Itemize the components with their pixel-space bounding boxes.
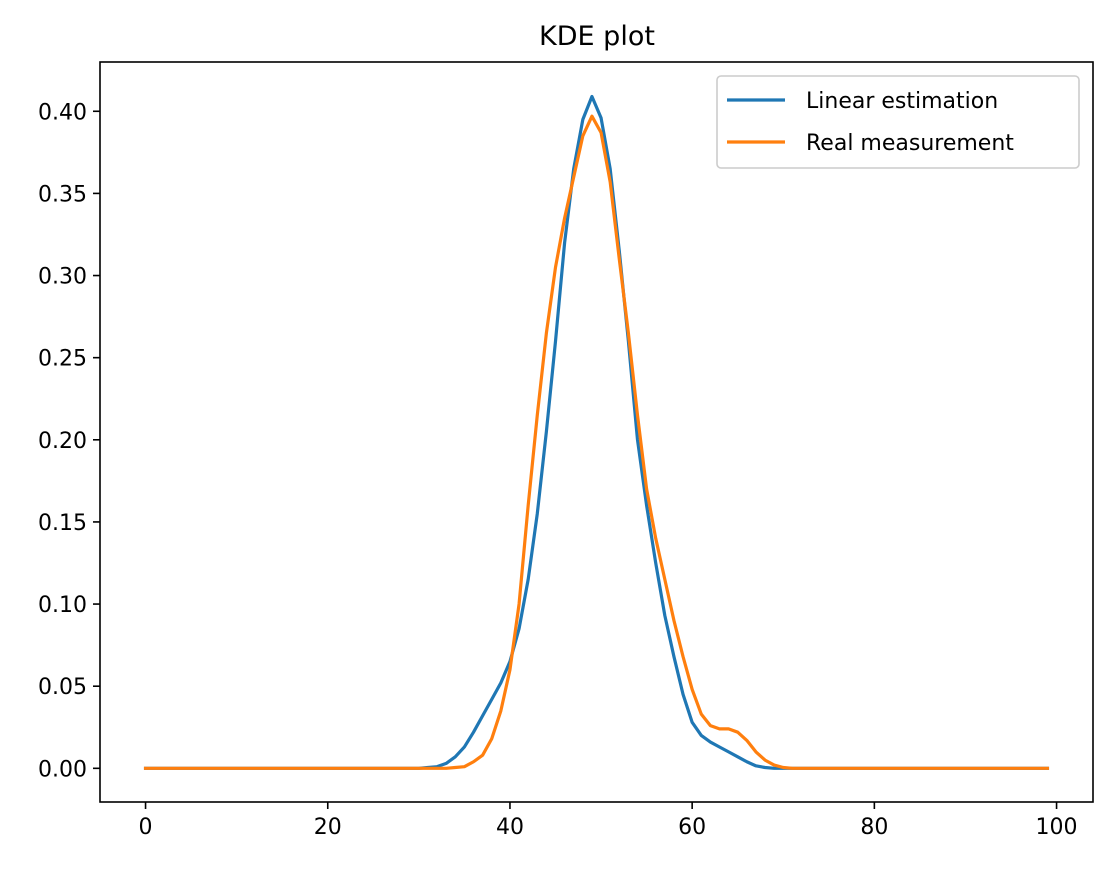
y-tick-label: 0.30 [38,265,87,290]
series-lines [143,94,1050,770]
x-tick-label: 0 [139,815,153,840]
y-tick-label: 0.05 [38,675,87,700]
y-tick-label: 0.20 [38,429,87,454]
series-line-linear-estimation [143,94,1050,770]
y-tick-label: 0.15 [38,511,87,536]
series-line-real-measurement [143,114,1050,770]
y-tick-label: 0.25 [38,347,87,372]
legend-label: Linear estimation [806,89,998,114]
y-tick-label: 0.35 [38,182,87,207]
x-tick-label: 20 [314,815,342,840]
plot-frame [99,61,1094,803]
x-tick-label: 100 [1036,815,1078,840]
legend-box [716,75,1080,169]
chart-title: KDE plot [539,21,655,52]
x-tick-label: 40 [496,815,524,840]
x-tick-label: 80 [860,815,888,840]
legend-label: Real measurement [806,131,1014,156]
x-tick-label: 60 [678,815,706,840]
legend: Linear estimation Real measurement [716,75,1080,169]
y-tick-label: 0.10 [38,593,87,618]
y-tick-label: 0.40 [38,100,87,125]
y-tick-label: 0.00 [38,757,87,782]
axes: 0 20 40 60 80 100 0.00 0.05 0.10 0.15 0.20 0.25 0.30… [38,61,1094,840]
